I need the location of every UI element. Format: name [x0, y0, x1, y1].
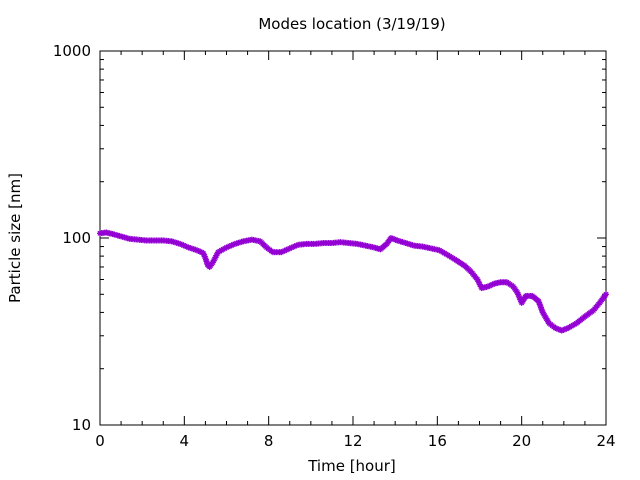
data-points — [97, 229, 609, 334]
x-axis-label: Time [hour] — [307, 457, 396, 475]
x-tick-label: 12 — [343, 432, 362, 450]
y-tick-label: 1000 — [53, 42, 91, 60]
x-tick-label: 0 — [95, 432, 105, 450]
data-point — [603, 291, 609, 298]
x-axis-ticks: 0 4 8 12 16 20 24 — [95, 51, 616, 450]
chart-title: Modes location (3/19/19) — [258, 15, 445, 33]
x-tick-label: 20 — [512, 432, 531, 450]
y-tick-label: 10 — [72, 416, 91, 434]
plot-frame — [99, 50, 607, 426]
y-axis-ticks: 10 100 1000 — [53, 42, 606, 434]
y-axis-label: Particle size [nm] — [6, 173, 24, 303]
y-tick-label: 100 — [62, 229, 91, 247]
x-tick-label: 8 — [264, 432, 274, 450]
x-tick-label: 4 — [180, 432, 190, 450]
x-tick-label: 24 — [596, 432, 615, 450]
x-tick-label: 16 — [428, 432, 447, 450]
